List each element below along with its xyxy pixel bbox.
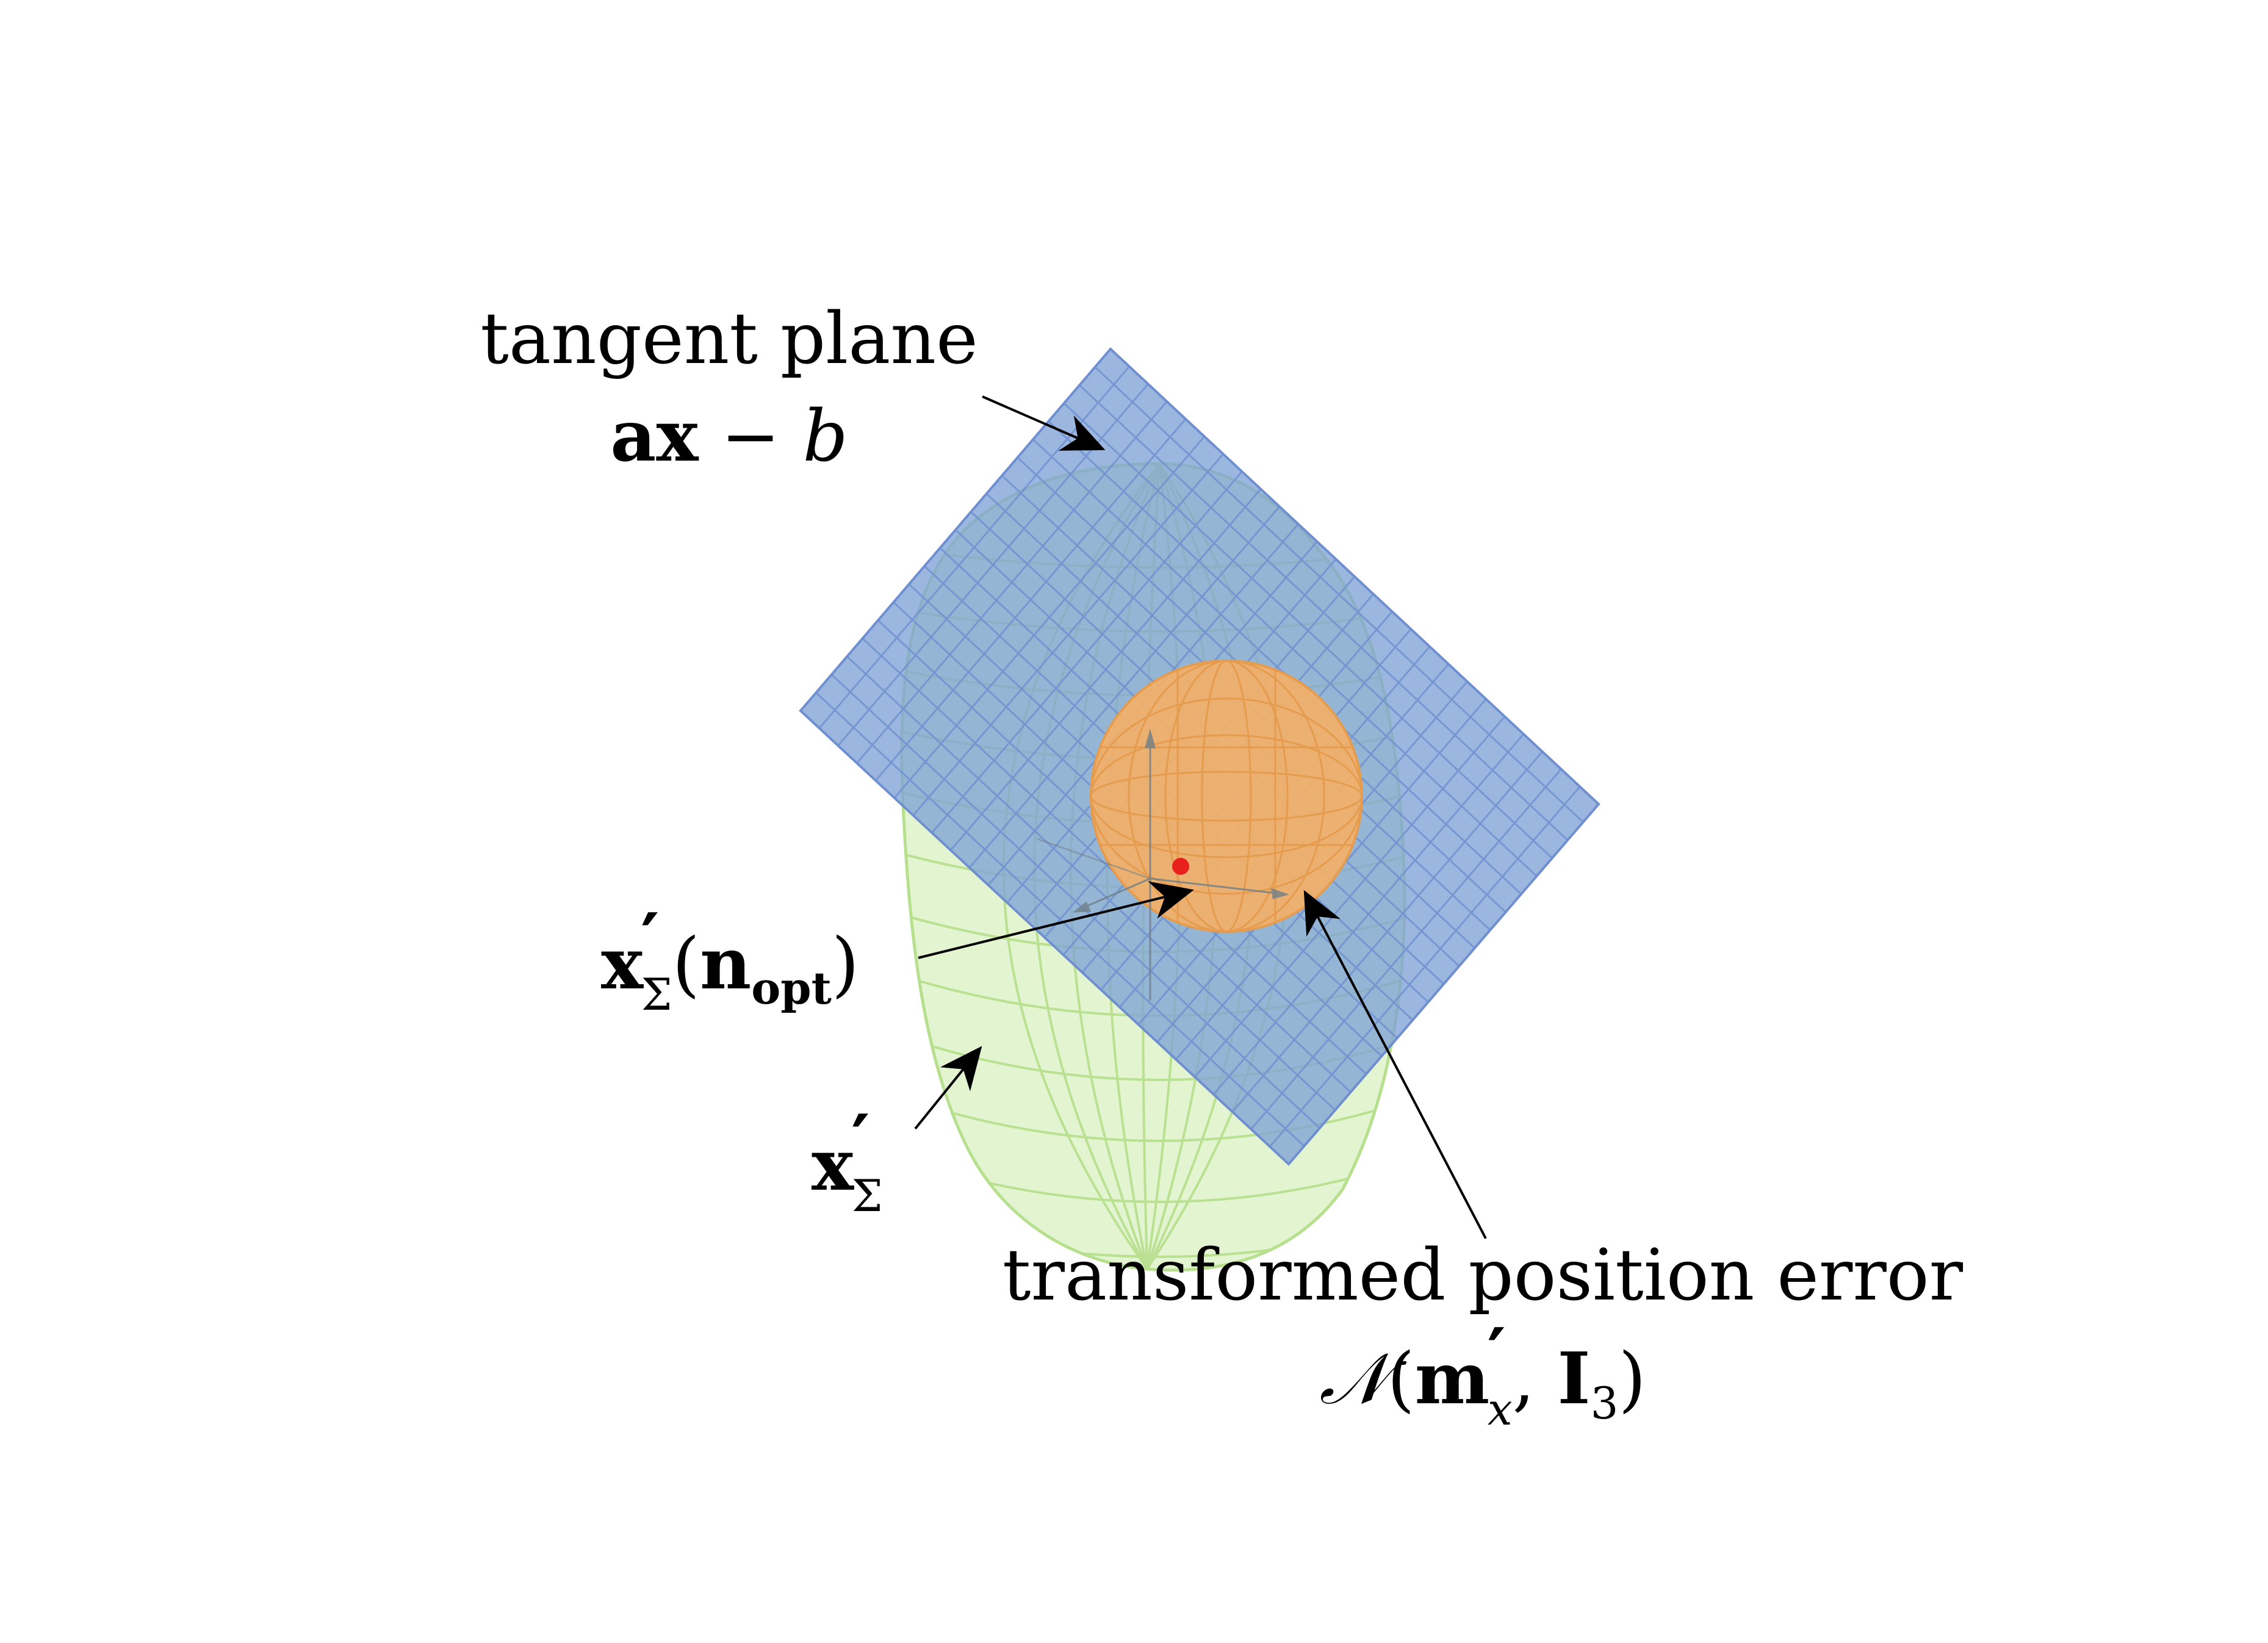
plane-grid-line bbox=[862, 638, 1352, 1093]
arrow-x-sigma bbox=[914, 1046, 982, 1130]
label-x-sigma: x′ Σ bbox=[812, 1099, 883, 1221]
label-x-sigma-nopt: x′ Σ(nopt) bbox=[601, 898, 859, 1020]
plane-grid-line bbox=[1063, 402, 1553, 859]
plane-grid-line bbox=[1048, 420, 1538, 877]
plane-grid-line bbox=[830, 674, 1320, 1129]
arrow-x-sigma-nopt bbox=[918, 881, 1194, 959]
label-tangent-plane: tangent plane ax − b bbox=[480, 298, 977, 478]
plane-grid-line bbox=[846, 655, 1336, 1111]
position-error-distribution: 𝒩(m′ x, I3) bbox=[1319, 1313, 1646, 1435]
tangent-plane-equation: ax − b bbox=[610, 395, 848, 478]
annotation-arrows bbox=[914, 395, 1487, 1239]
plane-grid-line bbox=[1079, 384, 1569, 841]
arrow-position-error bbox=[1303, 890, 1487, 1239]
position-error-title: transformed position error bbox=[1003, 1234, 1964, 1317]
plane-grid-line bbox=[1094, 366, 1584, 823]
optimal-point-marker bbox=[1172, 858, 1189, 875]
tangent-plane-title: tangent plane bbox=[480, 298, 977, 380]
label-position-error: transformed position error 𝒩(m′ x, I3) bbox=[1003, 1234, 1964, 1435]
arrow-tangent-plane bbox=[982, 395, 1106, 451]
error-sphere bbox=[1090, 660, 1363, 933]
plane-grid-line bbox=[815, 692, 1305, 1147]
coordinate-axes bbox=[1037, 728, 1289, 1001]
plane-grid-line bbox=[1032, 439, 1522, 895]
